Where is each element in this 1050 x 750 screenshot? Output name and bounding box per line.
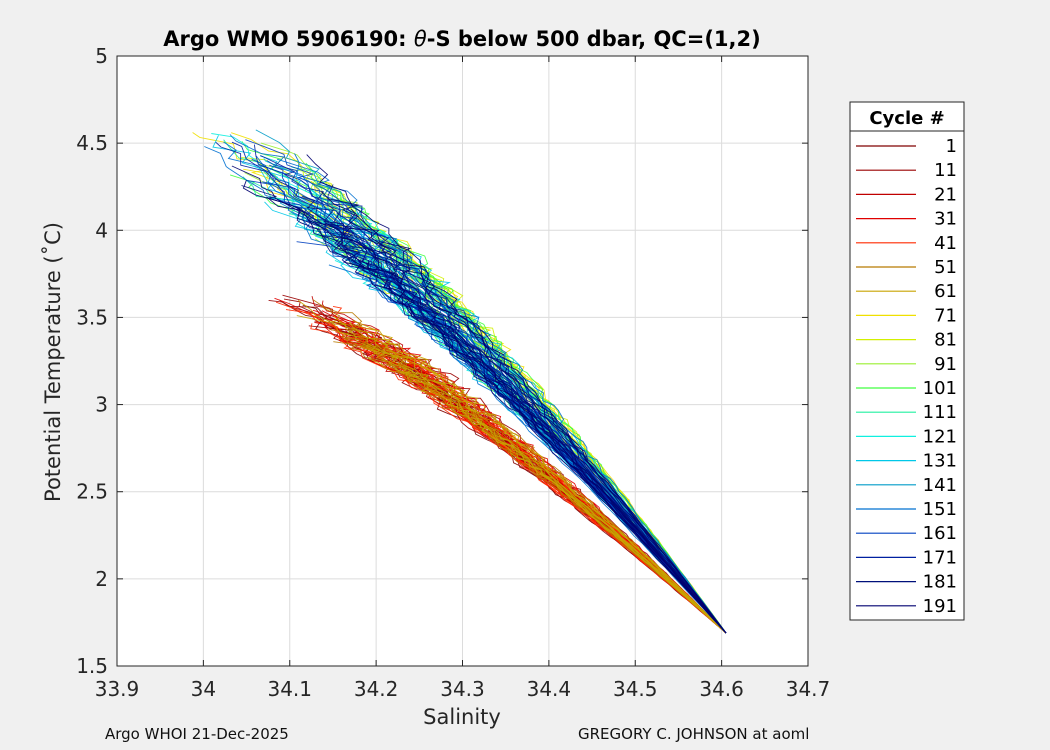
x-tick-label: 34.7 xyxy=(786,677,831,701)
legend-label: 91 xyxy=(934,354,957,375)
legend-label: 81 xyxy=(934,330,957,351)
x-axis-label: Salinity xyxy=(423,705,501,729)
x-tick-label: 34.1 xyxy=(267,677,312,701)
x-tick-label: 34.3 xyxy=(440,677,485,701)
footer-right: GREGORY C. JOHNSON at aoml xyxy=(578,725,810,743)
legend-label: 181 xyxy=(923,572,957,593)
profile-line xyxy=(327,198,727,634)
y-tick-label: 2.5 xyxy=(76,480,108,504)
y-tick-label: 1.5 xyxy=(76,654,108,678)
y-tick-label: 4 xyxy=(95,218,108,242)
profile-line xyxy=(340,336,727,634)
legend-items: 1112131415161718191101111121131141151161… xyxy=(856,136,957,617)
y-tick-label: 2 xyxy=(95,567,108,591)
x-tick-label: 34 xyxy=(191,677,216,701)
y-axis-label: Potential Temperature (˚C) xyxy=(41,222,65,502)
legend-label: 161 xyxy=(923,523,957,544)
legend-label: 191 xyxy=(923,596,957,617)
x-tick-labels: 33.9 34 34.1 34.2 34.3 34.4 34.5 34.6 34.7 xyxy=(95,677,831,701)
legend-label: 11 xyxy=(934,160,957,181)
profile-line xyxy=(359,345,727,634)
profile-line xyxy=(315,219,727,634)
footer-left: Argo WHOI 21-Dec-2025 xyxy=(105,725,289,743)
x-tick-label: 34.4 xyxy=(527,677,572,701)
profile-line xyxy=(374,337,727,634)
profile-line xyxy=(204,146,727,634)
profile-line xyxy=(306,154,727,634)
x-tick-label: 34.6 xyxy=(699,677,744,701)
x-tick-label: 34.2 xyxy=(354,677,399,701)
legend-label: 31 xyxy=(934,209,957,230)
legend-title: Cycle # xyxy=(869,108,944,129)
y-tick-labels: 1.5 2 2.5 3 3.5 4 4.5 5 xyxy=(76,44,108,678)
legend-label: 111 xyxy=(923,402,957,423)
legend-label: 141 xyxy=(923,475,957,496)
profile-lines xyxy=(192,129,727,634)
legend-label: 71 xyxy=(934,305,957,326)
chart-title: Argo WMO 5906190: θ-S below 500 dbar, QC… xyxy=(163,27,760,51)
y-tick-label: 3 xyxy=(95,393,108,417)
axis-ticks xyxy=(116,55,809,667)
profile-line xyxy=(339,247,727,634)
profile-line xyxy=(296,315,727,634)
legend-label: 21 xyxy=(934,184,957,205)
y-tick-label: 4.5 xyxy=(76,131,108,155)
legend-label: 101 xyxy=(923,378,957,399)
x-tick-label: 34.5 xyxy=(613,677,658,701)
legend-label: 61 xyxy=(934,281,957,302)
y-tick-label: 5 xyxy=(95,44,108,68)
y-tick-label: 3.5 xyxy=(76,305,108,329)
profile-line xyxy=(266,196,727,634)
profile-line xyxy=(402,266,727,634)
legend-label: 121 xyxy=(923,426,957,447)
profile-line xyxy=(231,165,727,634)
legend-label: 151 xyxy=(923,499,957,520)
profile-line xyxy=(321,191,727,634)
legend-label: 131 xyxy=(923,451,957,472)
legend-label: 51 xyxy=(934,257,957,278)
legend-label: 1 xyxy=(946,136,957,157)
legend-label: 41 xyxy=(934,233,957,254)
legend-label: 171 xyxy=(923,547,957,568)
x-tick-label: 33.9 xyxy=(95,677,140,701)
profile-line xyxy=(316,228,727,634)
profile-line xyxy=(242,180,727,634)
legend: Cycle # 11121314151617181911011111211311… xyxy=(849,101,965,621)
profile-line xyxy=(370,344,727,634)
